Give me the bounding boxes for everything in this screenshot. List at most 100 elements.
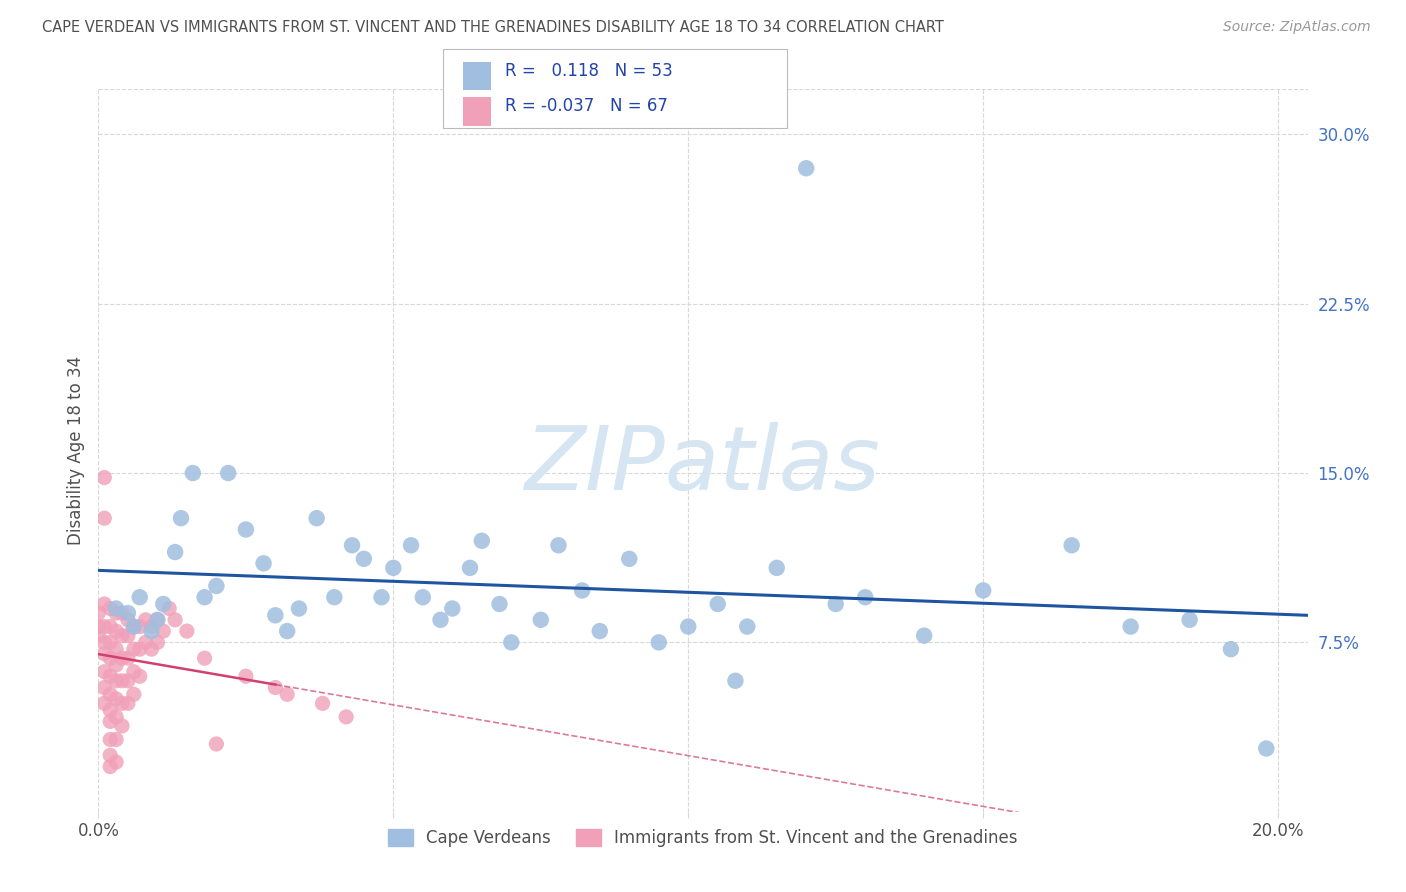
Point — [217, 466, 239, 480]
Point — [117, 629, 139, 643]
Point — [105, 642, 128, 657]
Point — [93, 470, 115, 484]
Point — [170, 511, 193, 525]
Point — [105, 624, 128, 639]
Point — [141, 624, 163, 639]
Point — [305, 511, 328, 525]
Point — [146, 613, 169, 627]
Point — [87, 606, 110, 620]
Point — [235, 523, 257, 537]
Point — [93, 597, 115, 611]
Point — [176, 624, 198, 639]
Point — [501, 635, 523, 649]
Point — [93, 635, 115, 649]
Point — [1119, 619, 1142, 633]
Point — [571, 583, 593, 598]
Point — [311, 696, 333, 710]
Point — [111, 606, 134, 620]
Point — [93, 696, 115, 710]
Point — [972, 583, 994, 598]
Point — [117, 651, 139, 665]
Point — [547, 538, 569, 552]
Point — [135, 635, 157, 649]
Point — [93, 619, 115, 633]
Point — [530, 613, 553, 627]
Point — [98, 635, 121, 649]
Point — [117, 673, 139, 688]
Point — [128, 619, 150, 633]
Point — [194, 651, 217, 665]
Point — [98, 732, 121, 747]
Point — [122, 619, 145, 633]
Point — [141, 619, 163, 633]
Text: Source: ZipAtlas.com: Source: ZipAtlas.com — [1223, 20, 1371, 34]
Point — [128, 591, 150, 605]
Point — [589, 624, 612, 639]
Point — [794, 161, 817, 176]
Point — [111, 651, 134, 665]
Point — [471, 533, 494, 548]
Point — [441, 601, 464, 615]
Y-axis label: Disability Age 18 to 34: Disability Age 18 to 34 — [66, 356, 84, 545]
Point — [111, 629, 134, 643]
Point — [648, 635, 671, 649]
Point — [93, 647, 115, 661]
Point — [111, 719, 134, 733]
Point — [93, 665, 115, 679]
Point — [105, 601, 128, 615]
Point — [146, 613, 169, 627]
Point — [122, 642, 145, 657]
Point — [619, 551, 641, 566]
Point — [382, 561, 405, 575]
Point — [252, 557, 274, 571]
Point — [235, 669, 257, 683]
Point — [353, 551, 375, 566]
Point — [117, 606, 139, 620]
Point — [335, 710, 357, 724]
Point — [128, 669, 150, 683]
Text: R =   0.118   N = 53: R = 0.118 N = 53 — [505, 62, 672, 79]
Point — [724, 673, 747, 688]
Point — [98, 687, 121, 701]
Point — [98, 703, 121, 717]
Point — [141, 642, 163, 657]
Point — [105, 691, 128, 706]
Point — [735, 619, 758, 633]
Point — [288, 601, 311, 615]
Point — [87, 619, 110, 633]
Point — [1219, 642, 1241, 657]
Point — [458, 561, 481, 575]
Point — [1256, 741, 1278, 756]
Point — [117, 696, 139, 710]
Point — [128, 642, 150, 657]
Point — [98, 601, 121, 615]
Point — [98, 759, 121, 773]
Point — [105, 755, 128, 769]
Point — [98, 748, 121, 763]
Point — [152, 597, 174, 611]
Point — [146, 635, 169, 649]
Point — [157, 601, 180, 615]
Point — [765, 561, 787, 575]
Point — [111, 696, 134, 710]
Point — [105, 732, 128, 747]
Text: ZIPatlas: ZIPatlas — [526, 422, 880, 508]
Point — [678, 619, 700, 633]
Point — [488, 597, 510, 611]
Point — [111, 673, 134, 688]
Point — [205, 579, 228, 593]
Point — [194, 591, 217, 605]
Point — [205, 737, 228, 751]
Point — [122, 619, 145, 633]
Point — [93, 511, 115, 525]
Point — [122, 665, 145, 679]
Point — [912, 629, 935, 643]
Point — [98, 669, 121, 683]
Point — [323, 591, 346, 605]
Point — [165, 613, 187, 627]
Point — [824, 597, 846, 611]
Text: CAPE VERDEAN VS IMMIGRANTS FROM ST. VINCENT AND THE GRENADINES DISABILITY AGE 18: CAPE VERDEAN VS IMMIGRANTS FROM ST. VINC… — [42, 20, 943, 35]
Point — [98, 714, 121, 729]
Point — [105, 657, 128, 672]
Point — [276, 624, 298, 639]
